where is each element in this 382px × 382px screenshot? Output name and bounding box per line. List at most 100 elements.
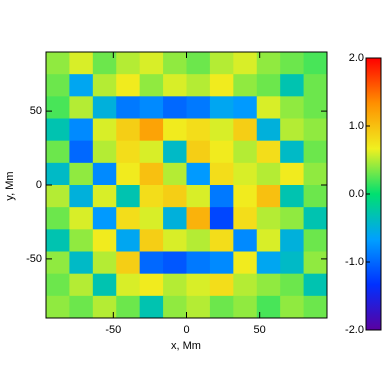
- heatmap-cell: [139, 251, 164, 275]
- colorbar-tick-label: 0.0: [349, 188, 364, 200]
- heatmap-cell: [163, 140, 187, 164]
- heatmap-cell: [186, 251, 211, 275]
- heatmap-cell: [92, 74, 117, 97]
- heatmap-cell: [69, 185, 94, 208]
- heatmap-cell: [209, 162, 234, 186]
- heatmap-cell: [303, 251, 328, 275]
- heatmap-cell: [163, 96, 187, 119]
- heatmap-cell: [303, 96, 328, 119]
- heatmap-cell: [280, 185, 305, 208]
- heatmap-cell: [256, 185, 281, 208]
- heatmap-cell: [46, 140, 70, 164]
- heatmap-cell: [163, 229, 187, 252]
- heatmap-cell: [163, 251, 187, 275]
- heatmap-cell: [46, 295, 70, 319]
- heatmap-cell: [116, 140, 141, 164]
- heatmap-cell: [163, 118, 187, 142]
- heatmap-cell: [69, 251, 94, 275]
- heatmap-cell: [92, 140, 117, 164]
- heatmap-cell: [92, 118, 117, 142]
- heatmap-cell: [116, 207, 141, 230]
- heatmap-cell: [69, 52, 94, 75]
- heatmap-cell: [209, 273, 234, 297]
- heatmap-cell: [209, 74, 234, 97]
- heatmap-cell: [139, 74, 164, 97]
- heatmap-cell: [280, 96, 305, 119]
- heatmap-cell: [116, 96, 141, 119]
- heatmap-cell: [303, 185, 328, 208]
- heatmap-cell: [69, 273, 94, 297]
- heatmap-cell: [92, 229, 117, 252]
- heatmap-cell: [303, 74, 328, 97]
- heatmap-cell: [233, 52, 258, 75]
- heatmap-cell: [116, 162, 141, 186]
- heatmap-cell: [256, 140, 281, 164]
- heatmap-cell: [116, 295, 141, 319]
- heatmap-cell: [46, 118, 70, 142]
- heatmap-cell: [280, 162, 305, 186]
- heatmap-cell: [256, 52, 281, 75]
- heatmap-cell: [256, 96, 281, 119]
- x-tick-label: 0: [183, 324, 189, 336]
- heatmap-cell: [46, 162, 70, 186]
- heatmap-cell: [116, 185, 141, 208]
- heatmap-cell: [92, 295, 117, 319]
- colorbar-tick-label: -2.0: [345, 324, 364, 336]
- heatmap-cell: [46, 52, 70, 75]
- colorbar-tick-label: 2.0: [349, 52, 364, 64]
- heatmap-cell: [303, 229, 328, 252]
- heatmap-cell: [163, 185, 187, 208]
- heatmap-cell: [303, 118, 328, 142]
- heatmap-cell: [256, 207, 281, 230]
- heatmap-cell: [303, 295, 328, 319]
- heatmap-cell: [139, 118, 164, 142]
- heatmap-cell: [92, 52, 117, 75]
- x-tick-label: -50: [105, 324, 121, 336]
- heatmap-cell: [69, 74, 94, 97]
- heatmap-cell: [46, 207, 70, 230]
- heatmap-cell: [46, 229, 70, 252]
- heatmap-cell: [186, 295, 211, 319]
- heatmap-cell: [280, 52, 305, 75]
- heatmap-cell: [233, 273, 258, 297]
- heatmap-cell: [46, 273, 70, 297]
- heatmap-cell: [256, 273, 281, 297]
- heatmap-cell: [209, 52, 234, 75]
- y-axis-label: y, Mm: [4, 171, 16, 200]
- heatmap-cell: [233, 140, 258, 164]
- heatmap-cell: [92, 162, 117, 186]
- heatmap-cell: [139, 162, 164, 186]
- heatmap-cell: [186, 52, 211, 75]
- heatmap-cell: [233, 185, 258, 208]
- heatmap-cell: [186, 185, 211, 208]
- heatmap-cell: [186, 96, 211, 119]
- heatmap-cell: [163, 207, 187, 230]
- heatmap-cell: [256, 118, 281, 142]
- heatmap-cell: [92, 185, 117, 208]
- heatmap-cell: [116, 273, 141, 297]
- heatmap-cell: [46, 74, 70, 97]
- heatmap-cell: [209, 207, 234, 230]
- heatmap-cell: [116, 229, 141, 252]
- heatmap-cell: [163, 52, 187, 75]
- heatmap-cell: [116, 118, 141, 142]
- y-tick-label: 0: [36, 179, 42, 191]
- heatmap-cell: [186, 162, 211, 186]
- heatmap-cell: [303, 273, 328, 297]
- heatmap-cell: [186, 229, 211, 252]
- heatmap-cell: [46, 96, 70, 119]
- heatmap-cell: [46, 185, 70, 208]
- heatmap-cell: [233, 96, 258, 119]
- heatmap-cell: [139, 96, 164, 119]
- heatmap-cell: [233, 118, 258, 142]
- heatmap-cell: [69, 118, 94, 142]
- heatmap-cell: [303, 207, 328, 230]
- heatmap-cell: [116, 74, 141, 97]
- heatmap-cell: [233, 162, 258, 186]
- heatmap-cell: [256, 295, 281, 319]
- x-axis-label: x, Mm: [171, 340, 201, 352]
- heatmap-cell: [280, 118, 305, 142]
- heatmap-cell: [280, 229, 305, 252]
- heatmap-cell: [139, 295, 164, 319]
